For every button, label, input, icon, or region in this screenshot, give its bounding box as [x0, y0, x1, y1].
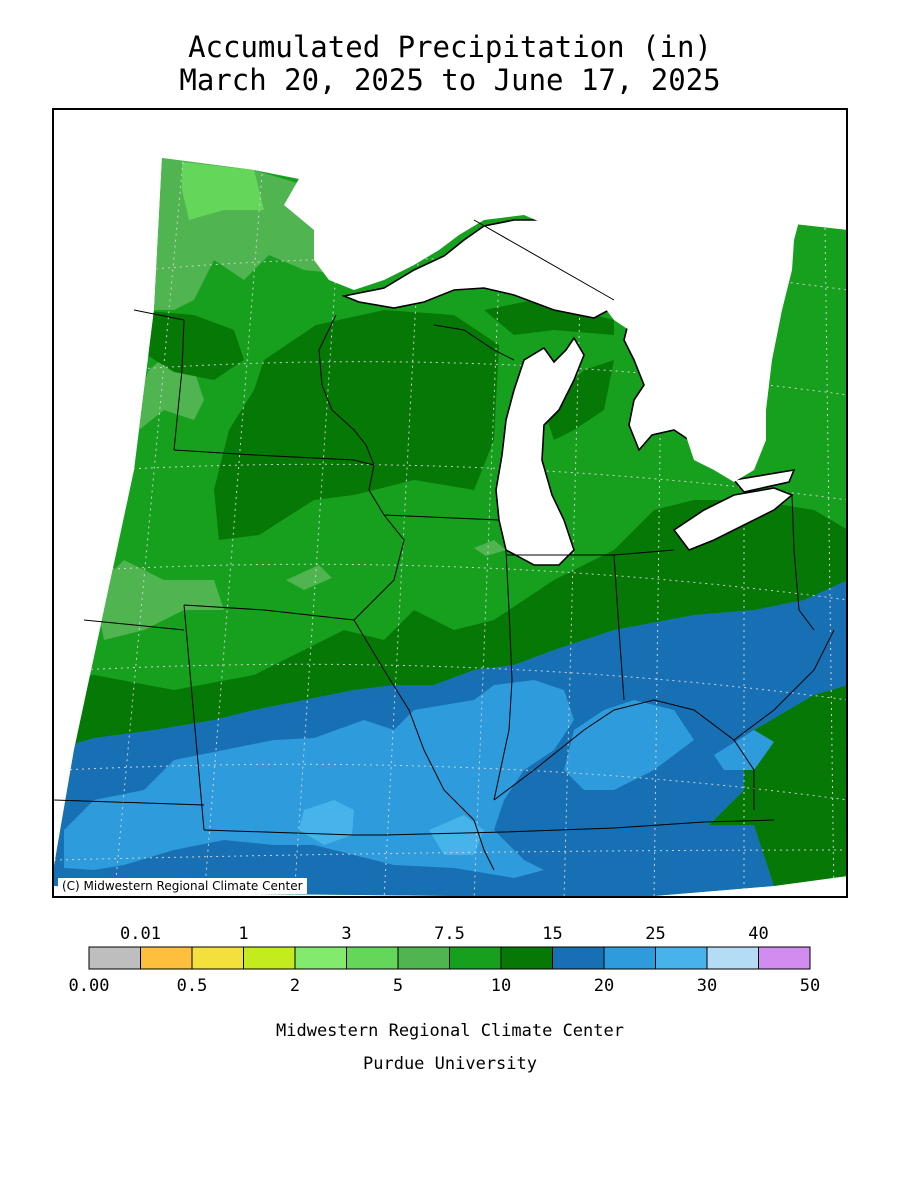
legend-bottom-label: 20 [594, 976, 614, 996]
legend-color-box [294, 946, 347, 970]
ia-il-border [353, 464, 405, 621]
legend-color-box [500, 946, 553, 970]
color-legend: 0.01 1 3 7.5 15 25 40 0.00 0.5 2 5 10 20 30 50 [69, 924, 821, 996]
precip-band-15-20 [484, 300, 614, 335]
legend-color-box [449, 946, 502, 970]
legend-top-label: 3 [341, 924, 351, 944]
lake-michigan [495, 336, 585, 566]
legend-color-box [140, 946, 193, 970]
mn-wi-border [318, 314, 375, 466]
wi-il-border [383, 514, 500, 521]
lake-michigan-west-shore [433, 324, 515, 361]
legend-bottom-label: 5 [393, 976, 403, 996]
legend-color-box [706, 946, 759, 970]
in-oh-border [613, 554, 625, 701]
lake-erie-east [732, 468, 796, 493]
precip-band-15-20 [54, 500, 846, 750]
legend-bottom-label: 10 [491, 976, 511, 996]
precip-band-15-20 [709, 685, 846, 886]
mi-in-oh-border [506, 549, 675, 556]
mississippi-river [353, 619, 495, 871]
legend-color-box [191, 946, 244, 970]
legend-bottom-label: 50 [800, 976, 820, 996]
precip-band-5-7-5 [182, 162, 264, 220]
legend-color-box [346, 946, 399, 970]
precip-band-25-30 [564, 700, 694, 790]
legend-color-box [603, 946, 656, 970]
legend-top-label: 7.5 [434, 924, 465, 944]
ks-ok-border [54, 799, 205, 806]
precip-band-30-40 [429, 815, 484, 855]
mn-ia-border [173, 449, 375, 466]
legend-top-label: 40 [748, 924, 768, 944]
legend-bottom-label: 30 [697, 976, 717, 996]
mi-upper-border [473, 219, 615, 301]
legend-top-label: 15 [542, 924, 562, 944]
legend-color-box [243, 946, 296, 970]
legend-color-box [88, 946, 141, 970]
legend-top-label: 1 [238, 924, 248, 944]
nd-sd-border [133, 309, 185, 321]
ky-oh-border [493, 699, 755, 810]
oh-pa-border [791, 494, 815, 631]
legend-bottom-label: 2 [290, 976, 300, 996]
credit-university: Purdue University [363, 1054, 537, 1074]
legend-top-label: 25 [645, 924, 665, 944]
precip-band-7-5-10 [94, 560, 224, 640]
date-range-subtitle: March 20, 2025 to June 17, 2025 [179, 63, 721, 97]
legend-color-box [655, 946, 708, 970]
legend-bottom-label: 0.00 [69, 976, 110, 996]
mo-west-border [183, 604, 205, 831]
copyright-label: (C) Midwestern Regional Climate Center [58, 878, 307, 894]
lake-erie [672, 487, 794, 551]
legend-top-label: 0.01 [120, 924, 161, 944]
il-in-border [493, 549, 513, 801]
great-lakes [284, 125, 802, 566]
precipitation-map: (C) Midwestern Regional Climate Center [52, 108, 848, 898]
legend-bottom-label: 0.5 [177, 976, 208, 996]
mo-ar-border [203, 829, 384, 836]
precip-band-7-5-10 [474, 540, 506, 556]
canada-land [284, 125, 802, 482]
sd-mn-border [173, 319, 185, 451]
ne-ks-border [83, 619, 185, 631]
legend-color-box [552, 946, 605, 970]
precip-band-15-20 [134, 310, 244, 380]
precip-band-15-20 [214, 310, 499, 540]
wv-va-border [733, 629, 835, 741]
legend-color-box [397, 946, 450, 970]
precip-band-7-5-10 [286, 565, 332, 590]
ky-tn-border [383, 819, 775, 836]
credit-organization: Midwestern Regional Climate Center [276, 1021, 624, 1041]
map-title: Accumulated Precipitation (in) [188, 30, 712, 64]
ia-mo-border [183, 604, 355, 621]
legend-color-box [758, 946, 811, 970]
precip-band-15-20 [544, 360, 614, 440]
state-boundaries [54, 219, 835, 871]
